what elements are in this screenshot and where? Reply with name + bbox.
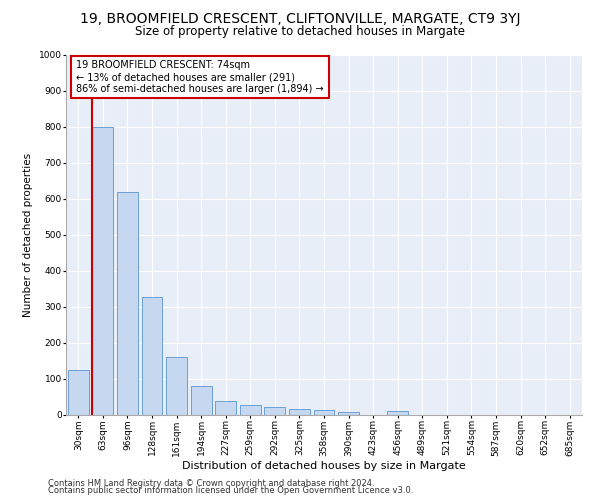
Bar	[92, 127, 113, 415]
Bar	[68, 370, 89, 415]
X-axis label: Distribution of detached houses by size in Margate: Distribution of detached houses by size …	[182, 461, 466, 471]
Bar	[289, 409, 310, 415]
Y-axis label: Number of detached properties: Number of detached properties	[23, 153, 33, 317]
Text: Contains HM Land Registry data © Crown copyright and database right 2024.: Contains HM Land Registry data © Crown c…	[48, 478, 374, 488]
Bar	[387, 412, 408, 415]
Bar	[240, 405, 261, 415]
Bar	[338, 412, 359, 415]
Text: Contains public sector information licensed under the Open Government Licence v3: Contains public sector information licen…	[48, 486, 413, 495]
Text: Size of property relative to detached houses in Margate: Size of property relative to detached ho…	[135, 25, 465, 38]
Bar	[191, 386, 212, 415]
Text: 19 BROOMFIELD CRESCENT: 74sqm
← 13% of detached houses are smaller (291)
86% of : 19 BROOMFIELD CRESCENT: 74sqm ← 13% of d…	[76, 60, 324, 94]
Bar	[142, 297, 163, 415]
Bar	[117, 192, 138, 415]
Bar	[166, 358, 187, 415]
Text: 19, BROOMFIELD CRESCENT, CLIFTONVILLE, MARGATE, CT9 3YJ: 19, BROOMFIELD CRESCENT, CLIFTONVILLE, M…	[80, 12, 520, 26]
Bar	[265, 407, 286, 415]
Bar	[314, 410, 334, 415]
Bar	[215, 400, 236, 415]
